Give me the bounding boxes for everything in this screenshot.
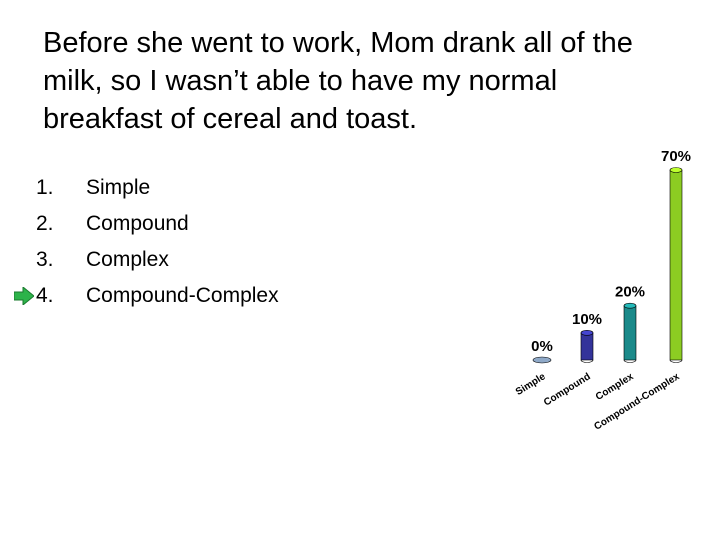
chart-bar-base [580, 359, 594, 363]
chart-value-label: 10% [572, 311, 602, 328]
chart-bar-base [623, 359, 637, 363]
chart-bar [532, 356, 552, 364]
option-label: Simple [86, 176, 151, 199]
chart-value-label: 20% [615, 284, 645, 301]
option-number: 3. [36, 248, 54, 271]
chart-bar [669, 169, 683, 361]
chart-bar-top [580, 330, 594, 336]
right-arrow-icon [14, 287, 34, 305]
chart-bar-top [623, 302, 637, 309]
chart-category-label: Compound-Complex [592, 371, 682, 433]
chart-bar [580, 332, 594, 361]
chart-bar [623, 305, 637, 361]
option-label: Compound [86, 212, 189, 235]
chart-category-label: Compound [542, 371, 593, 408]
chart-bar-top [669, 167, 683, 173]
option-number: 4. [36, 284, 54, 307]
question-text: Before she went to work, Mom drank all o… [43, 27, 633, 135]
chart-value-label: 0% [531, 338, 553, 355]
chart-value-label: 70% [661, 150, 691, 165]
option-label: Complex [86, 248, 169, 271]
chart-category-label: Simple [514, 371, 548, 398]
option-label: Compound-Complex [86, 284, 279, 307]
response-bar-chart: 0% Simple 10% Compound 20% Complex 70% Compound… [514, 150, 691, 433]
option-number: 1. [36, 176, 54, 199]
option-number: 2. [36, 212, 54, 235]
chart-bar-base [669, 359, 683, 363]
chart-category-label: Complex [594, 371, 636, 403]
